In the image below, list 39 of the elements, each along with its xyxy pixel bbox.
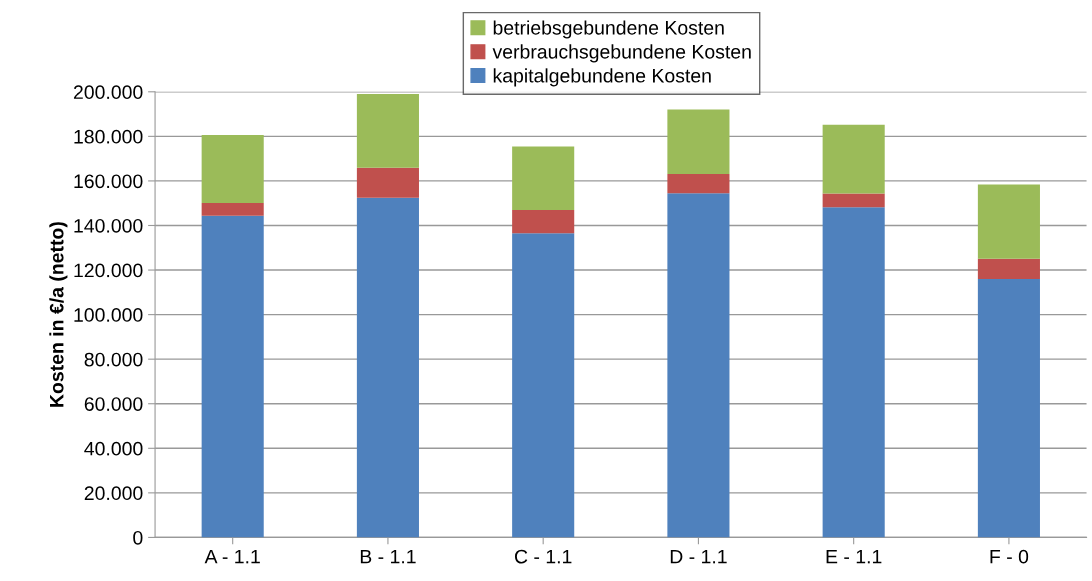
bar (667, 193, 730, 538)
bar (356, 94, 419, 168)
y-tick-label: 100.000 (74, 308, 143, 322)
y-tick-label: 40.000 (84, 441, 143, 456)
bar (977, 278, 1040, 538)
y-tick-label: 60.000 (84, 397, 143, 411)
x-tick-label: C - 1.1 (514, 549, 572, 564)
legend-label: betriebsgebundene Kosten (493, 20, 724, 39)
y-tick-label: 80.000 (84, 352, 143, 367)
bar (201, 202, 264, 216)
x-tick-label: F - 0 (990, 549, 1029, 564)
bar (667, 109, 730, 175)
bar (356, 197, 419, 538)
bar (667, 174, 730, 194)
y-tick-label: 180.000 (74, 129, 143, 144)
y-tick-label: 0 (133, 530, 143, 545)
legend-label: verbrauchsgebundene Kosten (492, 44, 751, 63)
y-tick-label: 140.000 (74, 218, 143, 233)
bar (977, 258, 1040, 279)
bar (977, 184, 1040, 259)
y-tick-label: 200.000 (73, 85, 143, 100)
x-tick-label: E - 1.1 (826, 549, 882, 564)
bar (201, 215, 264, 538)
bar (512, 233, 575, 538)
bar (512, 209, 575, 234)
x-tick-label: D - 1.1 (670, 549, 727, 564)
y-axis-title: Kosten in €/a (netto) (49, 222, 68, 407)
bar (356, 167, 419, 198)
x-tick-label: B - 1.1 (360, 549, 416, 564)
bar (201, 135, 264, 203)
legend-label: kapitalgebundene Kosten (493, 68, 711, 87)
bar (512, 146, 575, 210)
bar (822, 193, 885, 208)
bar (822, 124, 885, 194)
y-tick-label: 160.000 (74, 174, 143, 189)
x-tick-label: A - 1.1 (204, 549, 260, 564)
y-tick-label: 120.000 (74, 263, 143, 278)
y-tick-label: 20.000 (84, 486, 143, 501)
bar (822, 207, 885, 538)
